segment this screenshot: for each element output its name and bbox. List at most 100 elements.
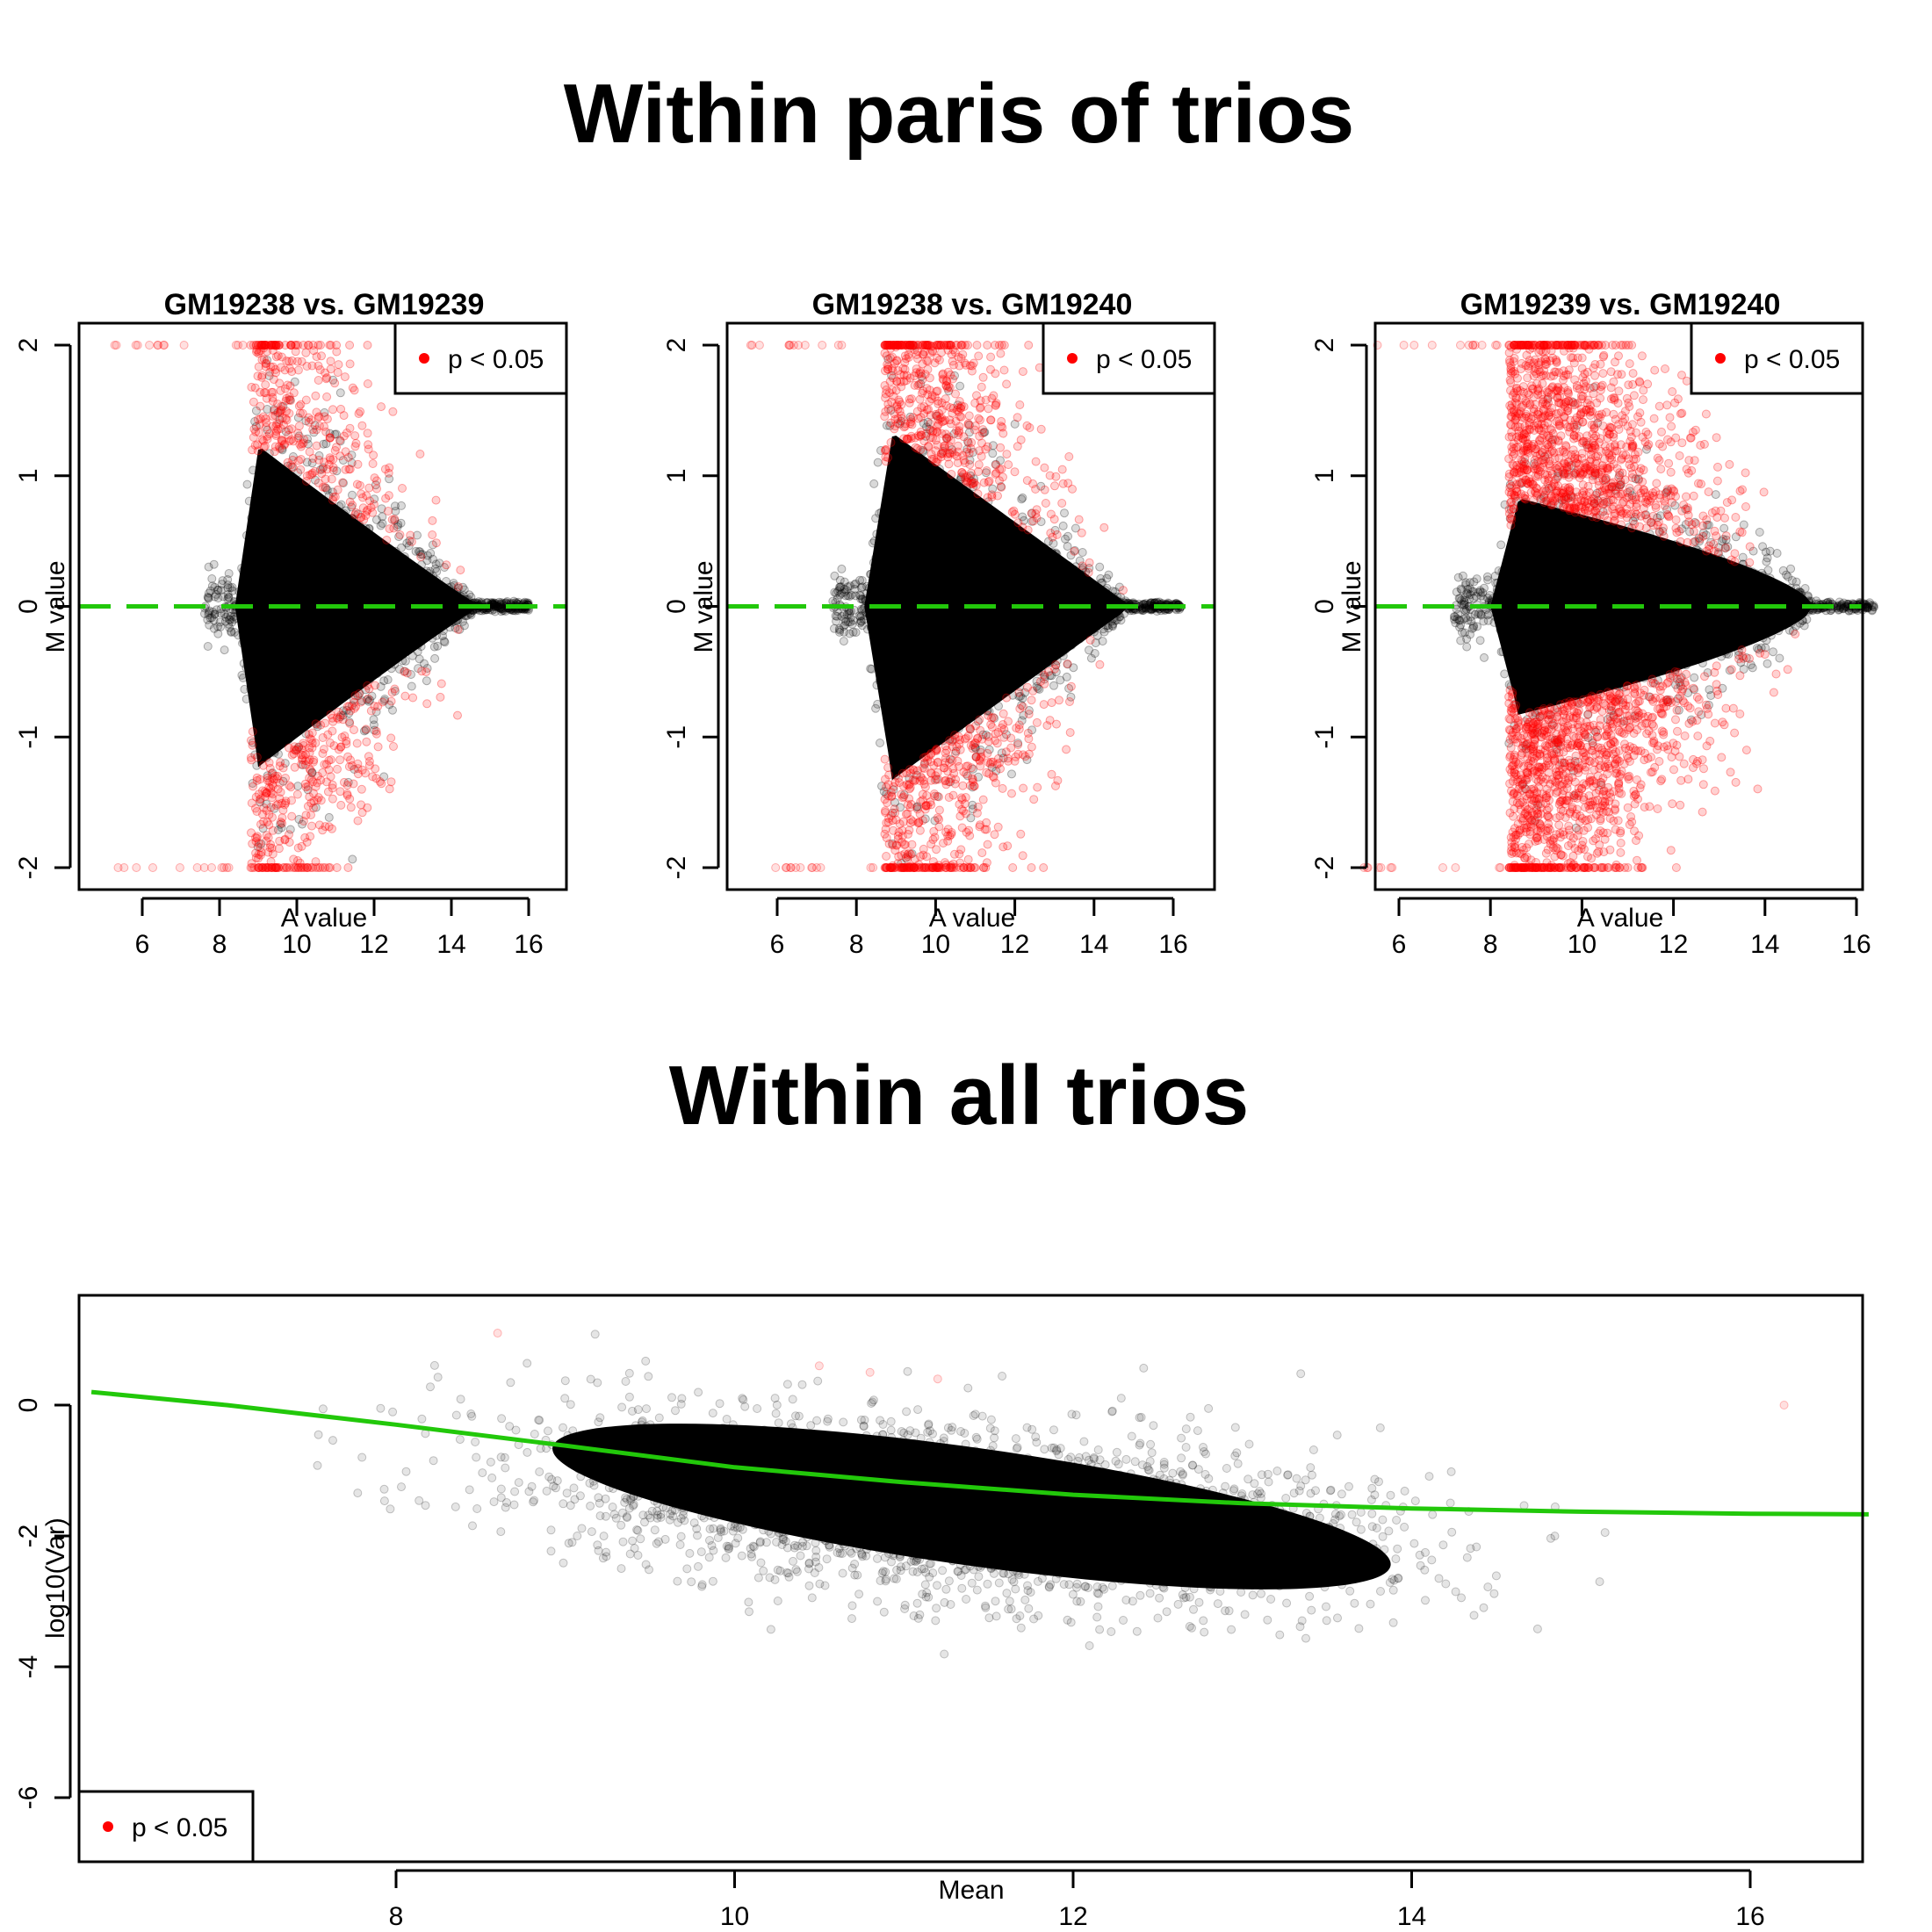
significant-point xyxy=(1666,846,1676,855)
significant-point xyxy=(271,801,281,811)
data-point xyxy=(257,681,267,691)
significant-point xyxy=(398,484,407,493)
data-point xyxy=(1475,636,1485,645)
data-point xyxy=(861,595,870,604)
significant-point xyxy=(881,775,890,784)
data-point xyxy=(442,577,451,586)
significant-point xyxy=(938,370,948,379)
significant-point xyxy=(941,401,951,410)
data-point xyxy=(286,695,296,704)
significant-point xyxy=(415,450,425,458)
data-point xyxy=(1527,633,1537,643)
data-point xyxy=(1555,607,1565,616)
data-point xyxy=(461,611,471,621)
significant-point xyxy=(312,441,321,451)
data-point xyxy=(835,582,844,592)
data-point xyxy=(1626,618,1636,628)
significant-point xyxy=(947,470,956,479)
data-point xyxy=(1496,540,1506,550)
data-point xyxy=(1576,659,1586,668)
data-point xyxy=(1062,672,1071,681)
significant-point xyxy=(903,800,912,810)
data-point xyxy=(1014,612,1024,621)
significant-point xyxy=(312,352,321,362)
significant-point xyxy=(1023,682,1033,692)
data-point xyxy=(1612,655,1622,664)
data-point xyxy=(898,535,908,544)
data-point xyxy=(252,573,262,583)
significant-point xyxy=(975,446,984,456)
significant-point xyxy=(364,757,374,766)
data-point xyxy=(372,574,382,584)
data-point xyxy=(451,616,461,625)
significant-point xyxy=(967,366,977,376)
data-point xyxy=(915,551,925,560)
data-point xyxy=(295,496,305,506)
data-point xyxy=(217,580,227,589)
significant-point xyxy=(308,757,318,767)
significant-point xyxy=(273,400,283,408)
significant-point xyxy=(338,715,348,724)
data-point xyxy=(1835,603,1845,613)
data-point xyxy=(297,563,306,573)
data-point xyxy=(433,588,443,598)
data-point xyxy=(390,501,400,511)
significant-point xyxy=(920,804,930,814)
data-point xyxy=(1603,634,1612,644)
significant-point xyxy=(336,800,346,810)
data-point xyxy=(968,653,977,663)
data-point xyxy=(416,642,426,652)
significant-point xyxy=(253,415,263,424)
data-point xyxy=(1040,563,1049,573)
significant-point xyxy=(385,463,394,472)
data-point xyxy=(317,610,327,620)
data-point xyxy=(277,641,286,651)
significant-point xyxy=(296,455,306,464)
data-point xyxy=(966,696,976,706)
significant-point xyxy=(882,833,891,843)
significant-point xyxy=(1004,756,1013,766)
data-point xyxy=(1580,575,1590,585)
data-point xyxy=(378,615,388,624)
significant-point xyxy=(899,434,909,443)
y-tick-label: 2 xyxy=(14,338,43,353)
significant-point xyxy=(318,825,328,835)
significant-point xyxy=(1042,721,1052,731)
data-point xyxy=(393,627,403,637)
data-point xyxy=(1690,673,1699,682)
data-point xyxy=(1692,545,1702,555)
data-point xyxy=(1698,617,1708,627)
significant-point xyxy=(944,341,954,350)
significant-point xyxy=(984,737,993,746)
significant-point xyxy=(986,757,996,767)
data-point xyxy=(347,631,357,640)
y-tick-label: 0 xyxy=(14,599,43,614)
data-point xyxy=(1757,577,1767,587)
data-point xyxy=(244,496,254,506)
significant-point xyxy=(251,427,261,436)
data-point xyxy=(381,647,391,657)
data-point xyxy=(1640,570,1649,580)
data-point xyxy=(1490,571,1500,580)
data-point xyxy=(450,595,459,605)
significant-point xyxy=(283,458,292,467)
significant-point xyxy=(1552,813,1561,823)
significant-point xyxy=(934,822,944,832)
significant-point xyxy=(1057,465,1067,474)
data-point xyxy=(240,631,249,640)
data-point xyxy=(345,677,355,687)
y-axis-label: M value xyxy=(689,560,718,652)
data-point xyxy=(490,600,499,609)
significant-point xyxy=(990,830,999,840)
data-point xyxy=(248,609,257,618)
data-point xyxy=(876,739,884,747)
data-point xyxy=(912,538,922,548)
data-point xyxy=(909,609,919,619)
significant-point xyxy=(343,863,353,872)
data-point xyxy=(220,645,229,655)
significant-point xyxy=(963,419,973,429)
significant-point xyxy=(907,394,916,404)
data-point xyxy=(254,718,263,728)
data-point xyxy=(1594,617,1604,627)
significant-point xyxy=(133,341,142,350)
